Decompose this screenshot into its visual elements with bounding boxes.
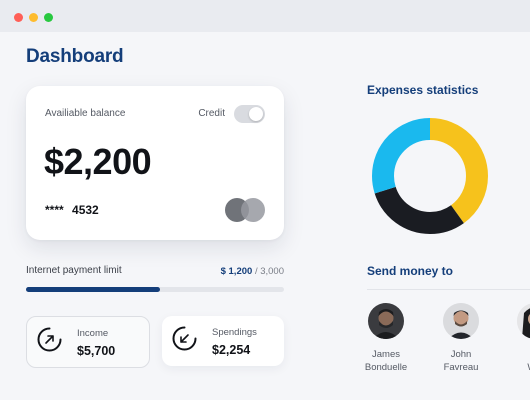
- contact-item[interactable]: James Bonduelle: [351, 303, 421, 374]
- minimize-window-button[interactable]: [29, 13, 38, 22]
- close-window-button[interactable]: [14, 13, 23, 22]
- payment-limit-used: $ 1,200: [220, 266, 253, 277]
- credit-toggle[interactable]: [234, 105, 265, 123]
- avatar: [368, 303, 404, 339]
- contact-item[interactable]: John Favreau: [426, 303, 496, 374]
- maximize-window-button[interactable]: [44, 13, 53, 22]
- payment-limit-label: Internet payment limit: [26, 265, 122, 276]
- card-brand-circle-right: [241, 198, 265, 222]
- page-title: Dashboard: [26, 46, 124, 67]
- balance-amount: $2,200: [44, 141, 152, 182]
- donut-segment: [372, 118, 488, 234]
- payment-limit-values: $ 1,200 / 3,000: [221, 266, 284, 277]
- payment-limit-separator: /: [254, 266, 258, 277]
- donut-segment: [372, 118, 488, 234]
- card-last4: 4532: [72, 203, 99, 217]
- window-titlebar: [0, 0, 530, 32]
- expenses-title: Expenses statistics: [367, 83, 479, 97]
- spendings-card[interactable]: Spendings $2,254: [162, 316, 284, 366]
- contact-name: A Will: [500, 348, 530, 374]
- payment-limit-total: 3,000: [260, 266, 284, 277]
- section-divider: [367, 289, 530, 290]
- balance-card[interactable]: Availiable balance Credit $2,200 **** 45…: [26, 86, 284, 240]
- payment-limit-track: [26, 287, 284, 292]
- spendings-label: Spendings: [212, 327, 257, 338]
- income-value: $5,700: [77, 344, 116, 358]
- card-brand-icon: [225, 198, 265, 222]
- expenses-donut-chart: [372, 118, 488, 234]
- credit-label: Credit: [198, 108, 225, 119]
- toggle-knob: [249, 107, 263, 121]
- contact-item[interactable]: A Will: [500, 303, 530, 374]
- arrow-down-left-icon: [172, 326, 197, 351]
- arrow-up-right-icon: [37, 327, 62, 352]
- spendings-value: $2,254: [212, 343, 251, 357]
- avatar: [517, 303, 530, 339]
- contact-name: John Favreau: [443, 349, 479, 373]
- balance-label: Availiable balance: [45, 108, 126, 119]
- send-money-title: Send money to: [367, 264, 454, 278]
- card-mask: ****: [45, 203, 64, 217]
- payment-limit-fill: [26, 287, 161, 292]
- contact-name: James Bonduelle: [364, 349, 408, 373]
- income-card[interactable]: Income $5,700: [26, 316, 150, 368]
- card-number: **** 4532: [45, 203, 99, 217]
- income-label: Income: [77, 328, 109, 339]
- avatar: [443, 303, 479, 339]
